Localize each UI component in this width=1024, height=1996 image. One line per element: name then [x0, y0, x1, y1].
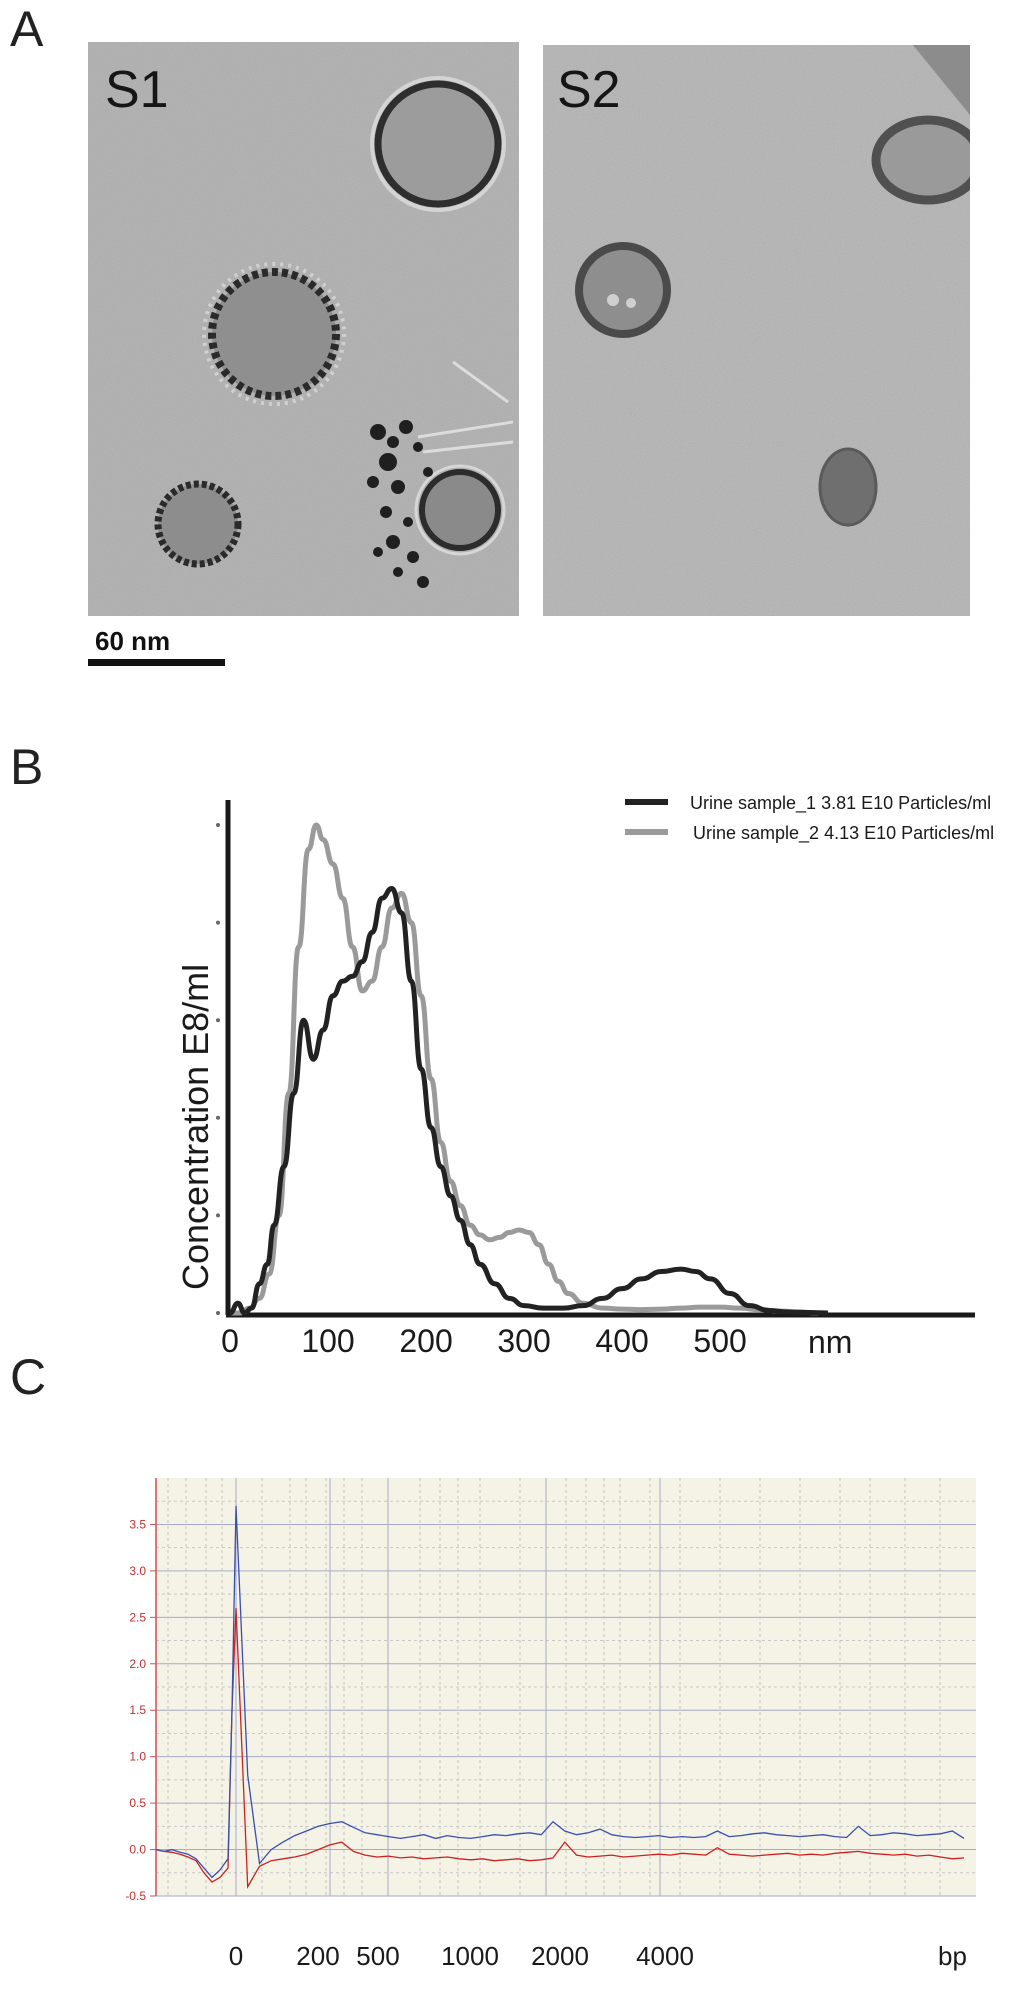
- chart-c-y-tick-label: 3.5: [129, 1517, 146, 1531]
- chart-b-y-minor-tick: [216, 1018, 220, 1023]
- chart-b-x-tick-label: 500: [693, 1323, 746, 1359]
- chart-c-y-tick-label: 0.5: [129, 1796, 146, 1810]
- vesicle: [818, 447, 878, 527]
- chart-b-x-tick-label: 100: [301, 1323, 354, 1359]
- chart-c-x-axis-label: bp: [938, 1941, 967, 1971]
- chart-b-x-tick-label: 200: [399, 1323, 452, 1359]
- micrograph-s1: [88, 42, 519, 616]
- micrograph-s2-label: S2: [557, 61, 621, 119]
- vesicle: [575, 242, 671, 338]
- panel-b-letter: B: [10, 739, 44, 795]
- chart-c-x-tick-label: 1000: [441, 1941, 499, 1971]
- chart-b-y-axis-label: Concentration E8/ml: [175, 964, 216, 1290]
- micrograph-s1-label: S1: [105, 61, 169, 119]
- scale-bar-label: 60 nm: [95, 626, 171, 656]
- chart-b-y-minor-tick: [216, 1115, 220, 1120]
- chart-c-x-tick-label: 4000: [636, 1941, 694, 1971]
- chart-c-y-tick-label: 0.0: [129, 1843, 146, 1857]
- chart-b-y-minor-tick: [216, 823, 220, 827]
- chart-b-y-minor-tick: [216, 920, 220, 925]
- chart-b-x-tick-label: 300: [497, 1323, 550, 1359]
- chart-b-y-minor-tick: [216, 1311, 220, 1315]
- chart-b-legend: Urine sample_1 3.81 E10 Particles/ml Uri…: [625, 793, 994, 844]
- chart-c-y-tick-label: 3.0: [129, 1564, 146, 1578]
- vesicle: [419, 469, 501, 551]
- scale-bar: [88, 659, 225, 666]
- chart-c-y-tick-label: 1.0: [129, 1750, 146, 1764]
- vesicle: [871, 115, 970, 205]
- chart-b-x-tick-label: 400: [595, 1323, 648, 1359]
- chart-b-series-2-line: [230, 822, 819, 1316]
- chart-c-series-blue-line: [155, 1505, 965, 1879]
- chart-c-x-tick-label: 200: [296, 1941, 339, 1971]
- chart-b-series-1-line: [229, 885, 828, 1316]
- vesicle: [208, 268, 340, 400]
- chart-c-y-tick-label: 2.5: [129, 1610, 146, 1624]
- chart-c-x-tick-label: 500: [356, 1941, 399, 1971]
- bioanalyzer-trace-chart: -0.5 0.0 0.5 1.0 1.5 2.0 2.5 3.0 3.5 0 200 500 1000…: [125, 1478, 976, 1971]
- vesicle: [154, 480, 242, 568]
- chart-c-y-tick-label: 1.5: [129, 1703, 146, 1717]
- micrograph-s2: [543, 45, 970, 616]
- legend-label-sample-2: Urine sample_2 4.13 E10 Particles/ml: [693, 823, 994, 844]
- chart-c-x-tick-label: 0: [229, 1941, 243, 1971]
- chart-b-x-axis-label: nm: [808, 1324, 852, 1360]
- chart-b-y-minor-tick: [216, 1213, 220, 1218]
- chart-c-y-tick-label: 2.0: [129, 1657, 146, 1671]
- legend-label-sample-1: Urine sample_1 3.81 E10 Particles/ml: [690, 793, 991, 814]
- panel-a-letter: A: [10, 1, 44, 57]
- panel-c-letter: C: [10, 1349, 47, 1405]
- nta-size-distribution-chart: 0 100 200 300 400 500 Concentration E8/ml nm …: [175, 793, 994, 1360]
- chart-c-series-red-line: [155, 1607, 965, 1889]
- chart-c-y-tick-label: -0.5: [125, 1889, 146, 1903]
- chart-c-x-tick-label: 2000: [531, 1941, 589, 1971]
- chart-b-x-tick-label: 0: [221, 1323, 239, 1359]
- vesicle: [374, 80, 502, 208]
